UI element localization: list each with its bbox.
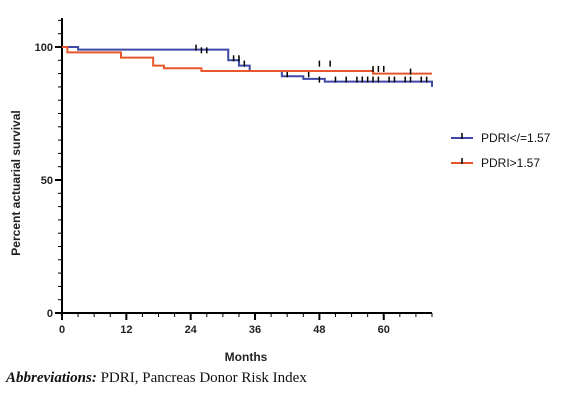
chart-caption: Abbreviations: PDRI, Pancreas Donor Risk… [6,370,307,387]
chart-legend: PDRI</=1.57 PDRI>1.57 [451,131,551,170]
x-tick-label: 0 [59,324,65,336]
y-tick-label: 50 [41,175,53,187]
legend-label: PDRI>1.57 [481,156,540,170]
x-tick-label: 36 [249,324,261,336]
survival-chart: 0 50 100 0 12 24 36 48 60 PDRI</=1.57 PDRI>1.57 P… [9,18,551,364]
y-axis-label: Percent actuarial survival [9,110,23,255]
legend-label: PDRI</=1.57 [481,131,551,145]
x-tick-label: 24 [185,324,198,336]
chart-series-layer [62,44,433,87]
y-tick-label: 0 [47,308,53,320]
chart-axes: 0 50 100 0 12 24 36 48 60 [35,18,433,336]
x-tick-label: 12 [120,324,132,336]
caption-text: PDRI, Pancreas Donor Risk Index [96,370,307,386]
series-line-2 [62,46,432,75]
caption-lead: Abbreviations: [6,370,97,386]
x-tick-label: 48 [313,324,325,336]
y-tick-label: 100 [35,42,53,54]
x-tick-label: 60 [378,324,390,336]
x-axis-label: Months [225,350,268,364]
